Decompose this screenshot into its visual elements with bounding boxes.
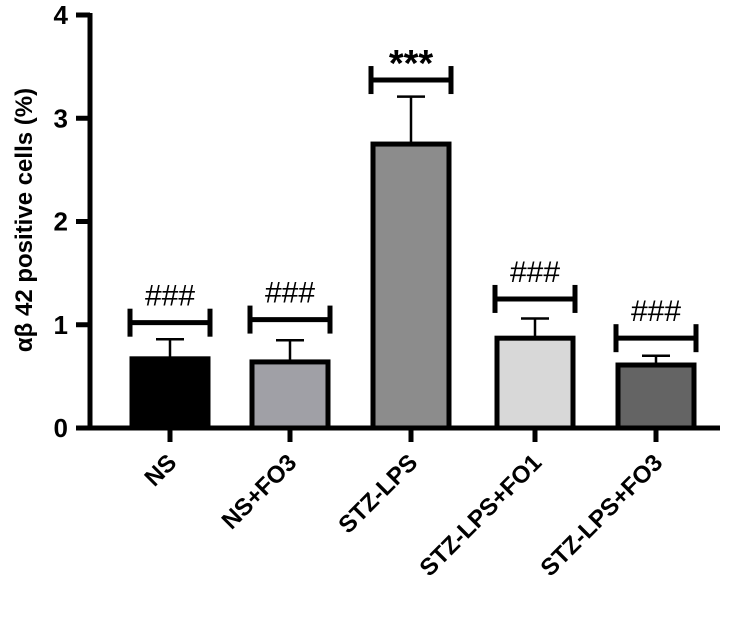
y-tick-label-2: 2	[54, 207, 68, 237]
bar-stz-lps-fo1	[494, 335, 576, 431]
x-tick-label-ns: NS	[140, 449, 183, 492]
significance-label-stz-lps-fo1: ###	[510, 256, 560, 289]
annotations-layer: ### ### *** ### ###	[127, 43, 699, 353]
bar-stz-lps	[370, 141, 452, 431]
bars-layer	[129, 95, 697, 431]
x-tick-label-stz-lps-fo1: STZ-LPS+FO1	[415, 449, 548, 582]
bar-ns	[129, 356, 211, 431]
y-tick-label-1: 1	[54, 310, 68, 340]
y-tick-label-0: 0	[54, 413, 68, 443]
significance-label-stz-lps: ***	[389, 43, 434, 85]
x-tick-label-ns-fo3: NS+FO3	[217, 449, 303, 535]
x-tick-label-stz-lps-fo3: STZ-LPS+FO3	[536, 449, 669, 582]
y-tick-label-3: 3	[54, 103, 68, 133]
significance-label-ns-fo3: ###	[265, 277, 315, 310]
significance-label-stz-lps-fo3: ###	[631, 295, 681, 328]
y-tick-label-4: 4	[54, 0, 69, 30]
bar-ns-fo3	[249, 359, 331, 431]
significance-label-ns: ###	[145, 280, 195, 313]
x-tick-label-stz-lps: STZ-LPS	[333, 449, 423, 539]
y-axis-title: αβ 42 positive cells (%)	[11, 88, 38, 352]
bar-stz-lps-fo3	[615, 362, 697, 431]
